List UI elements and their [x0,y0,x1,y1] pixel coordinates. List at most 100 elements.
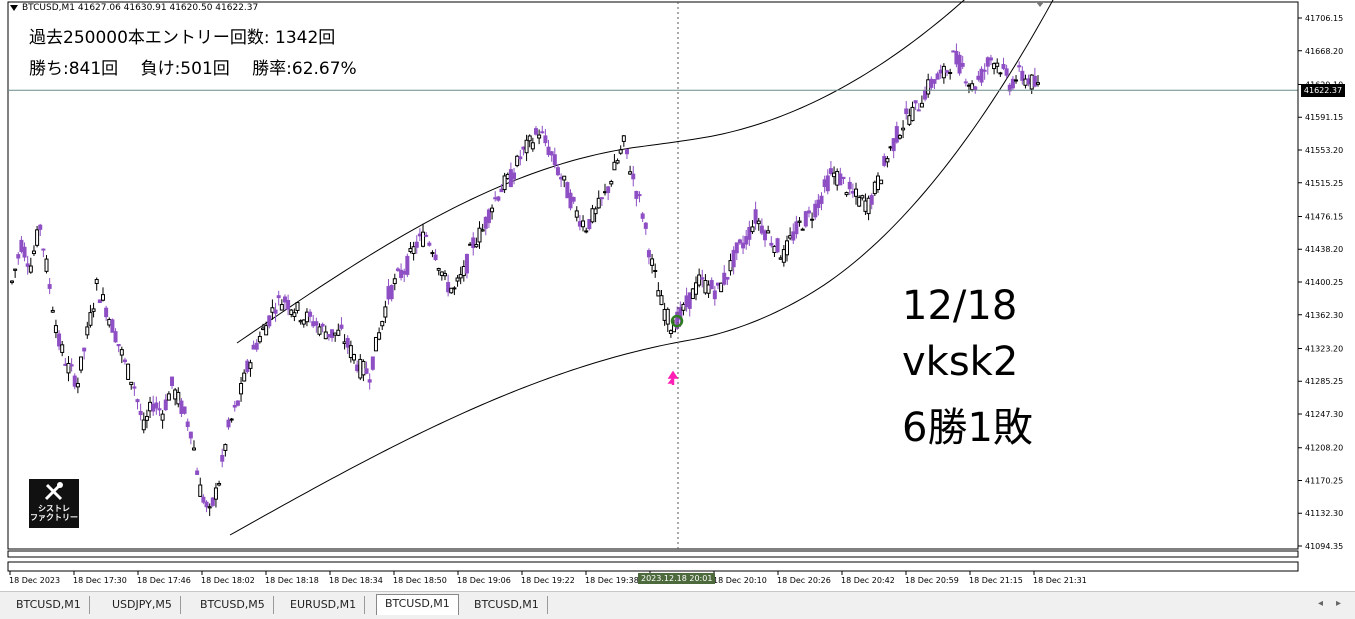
candle-up [480,229,485,232]
candle-up [270,307,275,313]
candle-down [16,254,21,259]
candle-down [753,209,758,224]
candle-up [223,444,228,451]
tab-chart-2[interactable]: USDJPY,M5 [104,596,181,614]
candle-up [91,308,96,312]
candle-up [477,227,482,243]
candle-up [60,344,65,353]
candle-up [832,172,837,178]
candle-down [725,276,730,280]
time-tick-label: 18 Dec 18:34 [329,576,383,585]
collapse-triangle-icon[interactable] [10,4,18,11]
candle-up [392,278,397,285]
candle-up [603,191,608,194]
candle-up [750,226,755,233]
candle-up [279,304,284,311]
candle-down [979,68,984,83]
candle-up [13,268,18,271]
tab-scroll-right-icon[interactable]: ▸ [1336,598,1342,609]
candle-up [910,106,915,122]
candle-up [207,506,212,509]
tab-chart-6[interactable]: BTCUSD,M1 [466,596,548,614]
candle-down [364,368,369,374]
tab-chart-4[interactable]: EURUSD,M1 [282,596,366,614]
price-tick-label: 41400.25 [1305,278,1343,287]
tab-chart-3[interactable]: BTCUSD,M5 [192,596,274,614]
candle-down [816,199,821,209]
tab-chart-1[interactable]: BTCUSD,M1 [8,596,90,614]
candle-up [358,358,363,379]
candle-down [555,167,560,176]
candle-up [612,161,617,171]
candle-up [907,115,912,125]
memo-date: 12/18 [902,283,1018,329]
candle-up [383,306,388,318]
tab-chart-5-active[interactable]: BTCUSD,M1 [376,594,459,615]
price-chart[interactable]: 41706.1541668.2041629.1041591.1541553.20… [0,0,1355,591]
candle-up [31,250,36,255]
candle-up [948,72,953,75]
candle-down [599,197,604,200]
candle-up [810,218,815,221]
candle-up [217,483,222,486]
time-tick-label: 18 Dec 19:22 [521,576,575,585]
candle-down [747,226,752,240]
candle-up [530,142,535,150]
candle-down [646,250,651,258]
candle-down [559,176,564,180]
price-tick-label: 41323.20 [1305,344,1343,353]
candle-down [828,168,833,174]
candle-down [540,131,545,134]
candle-down [687,292,692,309]
candle-down [521,146,526,150]
candle-down [195,470,200,475]
price-tick-label: 41132.30 [1305,509,1343,518]
candle-up [490,207,495,213]
time-tick-label: 18 Dec 2023 [9,576,60,585]
candle-up [502,175,507,191]
candle-up [439,271,444,276]
candle-down [204,501,209,508]
candle-down [577,221,582,227]
candle-up [342,341,347,345]
candle-up [897,134,902,139]
candle-up [926,79,931,95]
plot-area-border [7,1,1299,550]
candle-down [913,100,918,104]
candle-down [386,286,391,300]
candle-down [220,454,225,462]
candle-up [581,220,586,228]
time-tick-label: 18 Dec 18:50 [393,576,447,585]
candle-down [923,90,928,100]
candle-up [129,381,134,386]
time-axis: 18 Dec 2023 18 Dec 17:30 18 Dec 17:46 18 De… [9,571,1087,585]
candle-up [596,197,601,209]
candle-up [860,195,865,199]
chart-window[interactable]: 41706.1541668.2041629.1041591.1541553.20… [0,0,1355,591]
candle-up [800,228,805,231]
candle-down [25,263,30,267]
candle-down [643,222,648,229]
candle-up [879,179,884,185]
candle-up [458,274,463,279]
tab-scroll-left-icon[interactable]: ◂ [1318,598,1324,609]
candle-up [593,208,598,215]
candle-up [697,274,702,286]
candle-down [1032,75,1037,87]
candle-down [1004,68,1009,76]
candle-down [822,179,827,187]
candle-down [185,421,190,427]
price-tick-label: 41553.20 [1305,146,1343,155]
candle-up [778,257,783,260]
candle-up [690,288,695,300]
candle-up [408,248,413,253]
candle-down [339,324,344,329]
price-tick-label: 41362.30 [1305,311,1343,320]
candle-up [505,173,510,180]
candle-down [624,148,629,155]
candle-down [405,255,410,275]
candle-down [157,408,162,411]
lower-band-line [229,0,1054,536]
candle-up [304,311,309,323]
candle-up [515,155,520,167]
